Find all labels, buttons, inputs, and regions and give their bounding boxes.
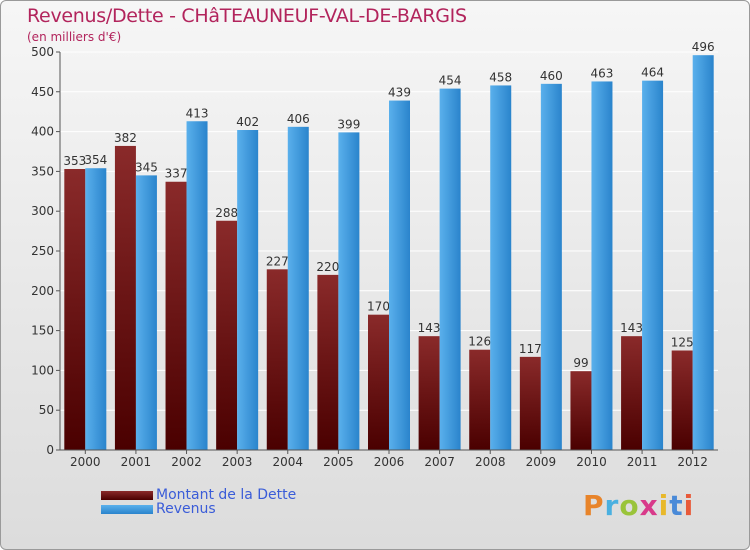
bar-debt — [621, 336, 643, 450]
bar-debt — [165, 181, 187, 451]
proxiti-logo: Proxiti — [583, 489, 694, 522]
data-label-debt: 382 — [114, 131, 137, 145]
bar-debt — [418, 336, 440, 450]
bar-debt — [317, 274, 339, 450]
y-tick-label: 300 — [31, 204, 54, 218]
x-tick-label: 2006 — [374, 455, 405, 469]
chart-subtitle: (en milliers d'€) — [27, 30, 122, 44]
data-label-debt: 227 — [266, 254, 289, 268]
x-tick-label: 2000 — [70, 455, 101, 469]
bar-revenus — [591, 81, 613, 451]
legend-item-debt: Montant de la Dette — [101, 487, 296, 503]
data-label-debt: 143 — [418, 321, 441, 335]
data-label-revenus: 413 — [186, 106, 209, 120]
logo-letter: r — [604, 489, 620, 522]
x-tick-label: 2010 — [576, 455, 607, 469]
bar-revenus — [287, 126, 309, 450]
bar-debt — [671, 350, 693, 450]
chart-title: Revenus/Dette - CHâTEAUNEUF-VAL-DE-BARGI… — [27, 5, 467, 27]
data-label-debt: 99 — [573, 356, 588, 370]
data-label-debt: 288 — [215, 206, 238, 220]
data-label-debt: 126 — [468, 335, 491, 349]
bar-debt — [519, 356, 541, 450]
data-label-debt: 125 — [671, 336, 694, 350]
data-label-debt: 353 — [63, 154, 86, 168]
x-tick-label: 2001 — [121, 455, 152, 469]
data-label-revenus: 458 — [489, 70, 512, 84]
bar-debt — [368, 314, 389, 450]
bar-debt — [469, 349, 491, 450]
logo-letter: t — [669, 489, 684, 522]
bar-revenus — [642, 80, 664, 450]
legend-swatch-debt — [101, 490, 153, 500]
bar-debt — [570, 371, 592, 450]
bar-revenus — [540, 83, 562, 450]
data-label-debt: 220 — [316, 260, 339, 274]
bar-revenus — [85, 168, 107, 450]
bar-revenus — [237, 130, 259, 450]
bar-revenus — [490, 85, 512, 450]
bar-debt — [216, 220, 238, 450]
x-tick-label: 2011 — [627, 455, 658, 469]
x-tick-label: 2003 — [222, 455, 253, 469]
data-label-revenus: 345 — [135, 160, 158, 174]
data-label-revenus: 454 — [439, 74, 462, 88]
y-tick-label: 150 — [31, 324, 54, 338]
data-label-revenus: 399 — [337, 117, 360, 131]
data-label-revenus: 464 — [641, 66, 664, 80]
x-tick-label: 2007 — [424, 455, 455, 469]
y-axis: 0 50 100 150 200 250 300 350 400 450 500 — [31, 45, 61, 457]
legend-label-debt: Montant de la Dette — [156, 487, 297, 503]
data-label-debt: 143 — [620, 321, 643, 335]
x-tick-label: 2005 — [323, 455, 354, 469]
y-tick-label: 200 — [31, 284, 54, 298]
x-tick-label: 2002 — [171, 455, 202, 469]
y-tick-label: 0 — [46, 443, 54, 457]
legend-label-revenus: Revenus — [156, 501, 216, 517]
bar-debt — [114, 145, 136, 451]
data-label-revenus: 463 — [591, 66, 614, 80]
x-axis: 2000 2001 2002 2003 2004 2005 2006 2007 2008 2009… — [60, 449, 718, 469]
data-label-revenus: 439 — [388, 86, 411, 100]
x-tick-label: 2009 — [526, 455, 557, 469]
y-tick-label: 350 — [31, 164, 54, 178]
x-tick-label: 2004 — [272, 455, 303, 469]
logo-letter: o — [619, 489, 640, 522]
y-tick-label: 500 — [31, 45, 54, 59]
bar-revenus — [186, 121, 208, 450]
data-label-revenus: 402 — [236, 115, 259, 129]
data-label-debt: 337 — [165, 167, 188, 181]
bar-revenus — [135, 175, 157, 450]
legend-item-revenus: Revenus — [101, 501, 216, 517]
data-label-debt: 170 — [367, 300, 390, 314]
data-label-debt: 117 — [519, 342, 542, 356]
y-tick-label: 250 — [31, 244, 54, 258]
x-tick-label: 2012 — [677, 455, 708, 469]
logo-letter: P — [583, 489, 605, 522]
bar-revenus — [338, 132, 360, 450]
x-tick-label: 2008 — [475, 455, 506, 469]
y-tick-label: 50 — [39, 403, 54, 417]
bar-debt — [64, 169, 86, 450]
data-label-revenus: 496 — [692, 40, 715, 54]
data-label-revenus: 354 — [84, 153, 107, 167]
bar-revenus — [389, 100, 410, 450]
y-tick-label: 400 — [31, 125, 54, 139]
data-label-revenus: 460 — [540, 69, 563, 83]
logo-letter: i — [658, 489, 670, 522]
bar-revenus — [439, 88, 461, 450]
y-tick-label: 450 — [31, 85, 54, 99]
logo-letter: i — [683, 489, 695, 522]
legend-swatch-revenus — [101, 504, 153, 514]
logo-letter: x — [639, 489, 659, 522]
y-tick-label: 100 — [31, 363, 54, 377]
bar-revenus — [692, 55, 714, 451]
data-label-revenus: 406 — [287, 112, 310, 126]
bar-debt — [266, 269, 288, 450]
